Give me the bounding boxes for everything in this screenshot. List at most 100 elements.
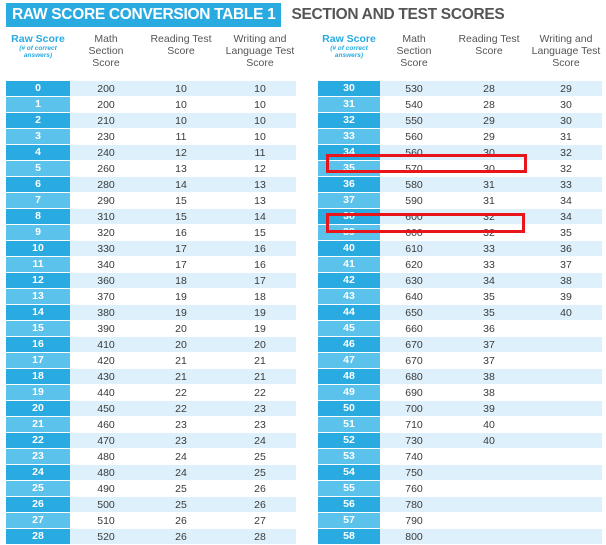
- writing-score-cell: 30: [560, 115, 572, 127]
- writing-score-cell: 18: [254, 291, 266, 303]
- reading-score-cell: 39: [483, 403, 495, 415]
- writing-score-cell: 13: [254, 195, 266, 207]
- writing-score-cell: 32: [560, 163, 572, 175]
- math-score-cell: 740: [405, 451, 423, 463]
- table-row: 0 200 10 10: [6, 81, 296, 97]
- raw-score-cell: 54: [318, 465, 380, 480]
- writing-score-cell: 28: [254, 531, 266, 543]
- writing-score-cell: 23: [254, 403, 266, 415]
- table-row: 1 200 10 10: [6, 97, 296, 113]
- reading-score-cell: 36: [483, 323, 495, 335]
- writing-score-cell: 12: [254, 163, 266, 175]
- reading-score-cell: 15: [175, 211, 187, 223]
- math-score-cell: 200: [97, 99, 115, 111]
- raw-score-cell: 51: [318, 417, 380, 432]
- right-conversion-table: Raw Score (# of correct answers) Math Sect…: [318, 33, 602, 545]
- raw-score-cell: 3: [6, 129, 70, 144]
- raw-score-cell: 39: [318, 225, 380, 240]
- table-row: 19 440 22 22: [6, 385, 296, 401]
- raw-score-cell: 21: [6, 417, 70, 432]
- math-score-cell: 470: [97, 435, 115, 447]
- table-row: 26 500 25 26: [6, 497, 296, 513]
- reading-score-cell: 25: [175, 483, 187, 495]
- writing-score-cell: 37: [560, 259, 572, 271]
- reading-score-cell: 26: [175, 515, 187, 527]
- writing-score-cell: 30: [560, 99, 572, 111]
- table-row: 54 750: [318, 465, 602, 481]
- raw-score-cell: 16: [6, 337, 70, 352]
- raw-score-cell: 25: [6, 481, 70, 496]
- reading-score-cell: 24: [175, 451, 187, 463]
- reading-score-cell: 11: [175, 131, 187, 143]
- reading-score-cell: 17: [175, 259, 187, 271]
- math-score-cell: 280: [97, 179, 115, 191]
- writing-score-cell: 23: [254, 419, 266, 431]
- raw-score-cell: 48: [318, 369, 380, 384]
- raw-score-cell: 46: [318, 337, 380, 352]
- table-row: 35 570 30 32: [318, 161, 602, 177]
- table-row: 15 390 20 19: [6, 321, 296, 337]
- writing-score-cell: 39: [560, 291, 572, 303]
- raw-score-cell: 36: [318, 177, 380, 192]
- math-score-cell: 540: [405, 99, 423, 111]
- raw-score-cell: 8: [6, 209, 70, 224]
- math-score-cell: 760: [405, 483, 423, 495]
- writing-score-cell: 10: [254, 131, 266, 143]
- raw-score-cell: 19: [6, 385, 70, 400]
- reading-score-cell: 38: [483, 387, 495, 399]
- reading-score-cell: 30: [483, 147, 495, 159]
- reading-score-cell: 13: [175, 163, 187, 175]
- raw-score-cell: 2: [6, 113, 70, 128]
- raw-score-cell: 27: [6, 513, 70, 528]
- reading-score-cell: 18: [175, 275, 187, 287]
- reading-score-cell: 40: [483, 419, 495, 431]
- raw-score-cell: 42: [318, 273, 380, 288]
- math-score-cell: 600: [405, 227, 423, 239]
- table-row: 12 360 18 17: [6, 273, 296, 289]
- raw-score-cell: 17: [6, 353, 70, 368]
- raw-score-cell: 13: [6, 289, 70, 304]
- math-score-cell: 290: [97, 195, 115, 207]
- table-header: Raw Score (# of correct answers) Math Sect…: [318, 33, 602, 81]
- raw-score-cell: 28: [6, 529, 70, 544]
- raw-score-cell: 0: [6, 81, 70, 96]
- table-row: 37 590 31 34: [318, 193, 602, 209]
- table-row: 42 630 34 38: [318, 273, 602, 289]
- table-row: 51 710 40: [318, 417, 602, 433]
- header-raw-score: Raw Score (# of correct answers): [318, 33, 380, 59]
- raw-score-cell: 58: [318, 529, 380, 544]
- raw-score-cell: 24: [6, 465, 70, 480]
- writing-score-cell: 40: [560, 307, 572, 319]
- table-row: 9 320 16 15: [6, 225, 296, 241]
- table-row: 25 490 25 26: [6, 481, 296, 497]
- table-row: 41 620 33 37: [318, 257, 602, 273]
- math-score-cell: 500: [97, 499, 115, 511]
- math-score-cell: 660: [405, 323, 423, 335]
- math-score-cell: 450: [97, 403, 115, 415]
- reading-score-cell: 35: [483, 291, 495, 303]
- raw-score-cell: 1: [6, 97, 70, 112]
- raw-score-cell: 7: [6, 193, 70, 208]
- table-row: 5 260 13 12: [6, 161, 296, 177]
- math-score-cell: 360: [97, 275, 115, 287]
- table-row: 24 480 24 25: [6, 465, 296, 481]
- table-row: 52 730 40: [318, 433, 602, 449]
- math-score-cell: 610: [405, 243, 423, 255]
- raw-score-cell: 9: [6, 225, 70, 240]
- table-row: 40 610 33 36: [318, 241, 602, 257]
- reading-score-cell: 17: [175, 243, 187, 255]
- table-row: 39 600 32 35: [318, 225, 602, 241]
- table-row: 58 800: [318, 529, 602, 545]
- header-reading-score: Reading Test Score: [150, 33, 212, 57]
- writing-score-cell: 17: [254, 275, 266, 287]
- math-score-cell: 260: [97, 163, 115, 175]
- math-score-cell: 780: [405, 499, 423, 511]
- raw-score-cell: 34: [318, 145, 380, 160]
- raw-score-cell: 53: [318, 449, 380, 464]
- table-row: 21 460 23 23: [6, 417, 296, 433]
- writing-score-cell: 25: [254, 467, 266, 479]
- math-score-cell: 560: [405, 131, 423, 143]
- reading-score-cell: 19: [175, 307, 187, 319]
- raw-score-cell: 4: [6, 145, 70, 160]
- raw-score-cell: 45: [318, 321, 380, 336]
